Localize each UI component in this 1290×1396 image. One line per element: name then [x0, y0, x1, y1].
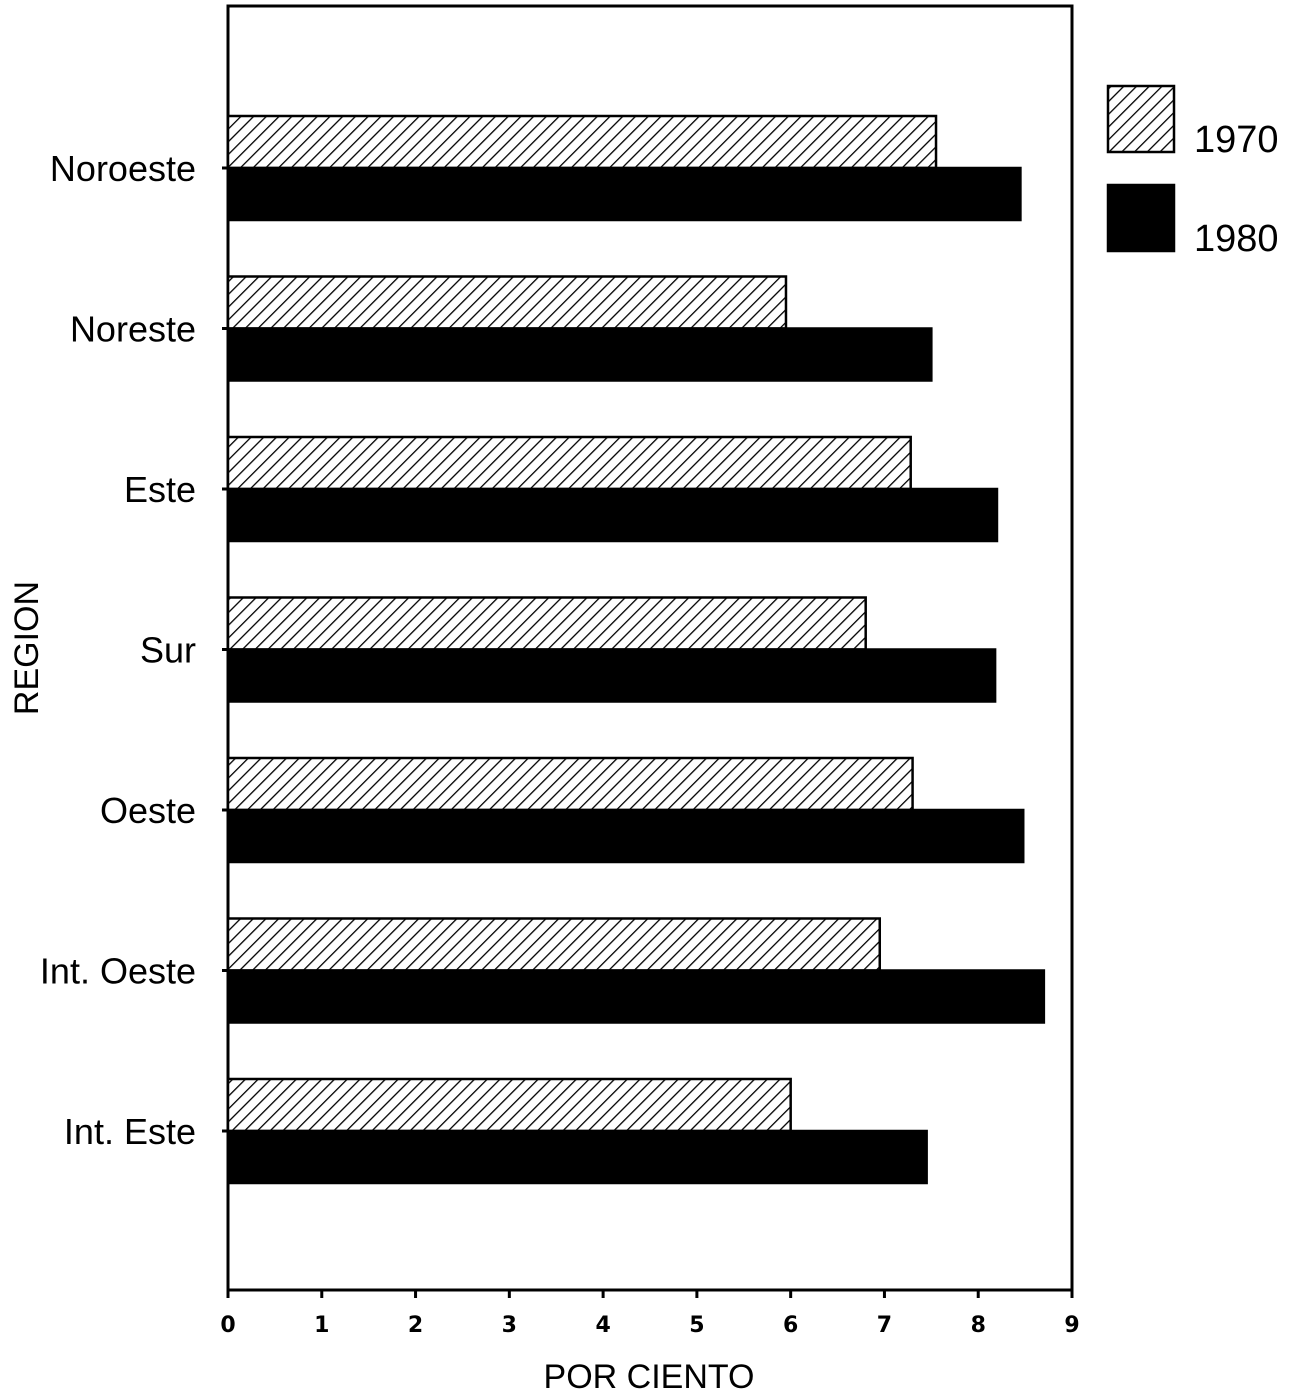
x-tick-label: 3 — [502, 1313, 517, 1338]
category-label: Noreste — [70, 309, 196, 350]
bar-1970-noreste — [226, 275, 788, 330]
bar-1980-int-este — [226, 1129, 928, 1185]
x-tick-label: 4 — [595, 1313, 610, 1338]
legend-swatch-1970 — [1106, 84, 1176, 154]
legend-swatch-1980 — [1106, 183, 1176, 253]
bar-1970-este — [226, 435, 912, 491]
bar-1970-noroeste — [226, 114, 938, 170]
category-label: Noroeste — [50, 148, 196, 189]
category-label: Este — [124, 469, 196, 510]
x-tick-label: 0 — [220, 1313, 235, 1338]
category-label: Oeste — [100, 790, 196, 831]
bar-1970-int-oeste — [226, 917, 882, 972]
legend: 1970 1980 — [1106, 84, 1279, 260]
x-tick-label: 9 — [1064, 1313, 1079, 1338]
x-axis-title: POR CIENTO — [544, 1358, 755, 1396]
bar-1980-sur — [226, 648, 997, 703]
bar-1980-int-oeste — [226, 969, 1046, 1024]
x-tick-label: 2 — [408, 1313, 423, 1338]
bar-1970-oeste — [226, 756, 914, 812]
legend-label-1980: 1980 — [1194, 218, 1279, 260]
bar-1980-este — [226, 487, 999, 543]
category-label: Int. Este — [64, 1111, 196, 1152]
category-label: Int. Oeste — [40, 951, 196, 992]
x-tick-label: 8 — [971, 1313, 986, 1338]
x-tick-label: 7 — [877, 1313, 892, 1338]
bar-1970-sur — [226, 596, 867, 651]
x-tick-label: 1 — [314, 1313, 329, 1338]
y-axis-title: REGION — [8, 581, 46, 715]
x-tick-label: 6 — [783, 1313, 798, 1338]
legend-label-1970: 1970 — [1194, 119, 1279, 161]
category-label: Sur — [140, 630, 196, 671]
x-tick-label: 5 — [689, 1313, 704, 1338]
bars-group — [222, 114, 1046, 1185]
x-axis-ticks: 0 1 2 3 4 5 6 7 8 9 — [220, 1290, 1080, 1338]
bar-1980-oeste — [226, 808, 1025, 864]
bar-1980-noreste — [226, 327, 933, 382]
bar-1970-int-este — [226, 1077, 792, 1133]
bar-1980-noroeste — [226, 166, 1022, 222]
y-axis-category-labels: Noroeste Noreste Este Sur Oeste Int. Oeste Int… — [40, 148, 196, 1152]
